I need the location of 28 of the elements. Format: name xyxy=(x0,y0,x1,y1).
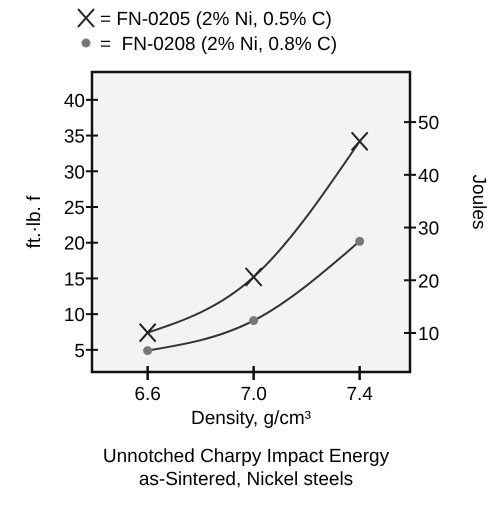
y2-tick-label: 20 xyxy=(418,271,440,292)
x-axis-title: Density, g/cm³ xyxy=(190,408,312,429)
point xyxy=(249,316,258,326)
y-tick-label: 35 xyxy=(64,126,85,148)
point xyxy=(355,236,364,246)
y2-tick-label: 40 xyxy=(418,166,440,187)
point xyxy=(143,346,152,356)
y2-tick-label: 10 xyxy=(418,324,440,345)
x-tick-label: 7.0 xyxy=(240,384,267,405)
point xyxy=(244,267,263,287)
y-tick-label: 5 xyxy=(74,340,85,362)
y-tick-label: 15 xyxy=(64,269,85,290)
y-tick-label: 30 xyxy=(64,162,85,184)
point xyxy=(350,131,369,152)
legend-label: = FN-0208 (2% Ni, 0.8% C) xyxy=(100,34,338,55)
x-tick-label: 6.6 xyxy=(134,384,161,405)
y-tick-label: 25 xyxy=(64,198,85,219)
legend-label: = FN-0205 (2% Ni, 0.5% C) xyxy=(100,9,332,30)
y2-axis-title: Joules xyxy=(468,174,488,230)
y2-tick-label: 50 xyxy=(418,113,440,134)
x-tick-label: 7.4 xyxy=(346,384,374,405)
y-tick-label: 10 xyxy=(64,305,85,326)
y-axis-title: ft.·lb. f xyxy=(24,194,45,248)
y-tick-label: 20 xyxy=(64,234,85,255)
text: Unnotched Charpy Impact Energy as-Sintered, Nickel steels xyxy=(102,446,390,490)
y2-tick-label: 30 xyxy=(418,218,440,240)
y-tick-label: 40 xyxy=(64,90,85,112)
point xyxy=(138,322,157,343)
